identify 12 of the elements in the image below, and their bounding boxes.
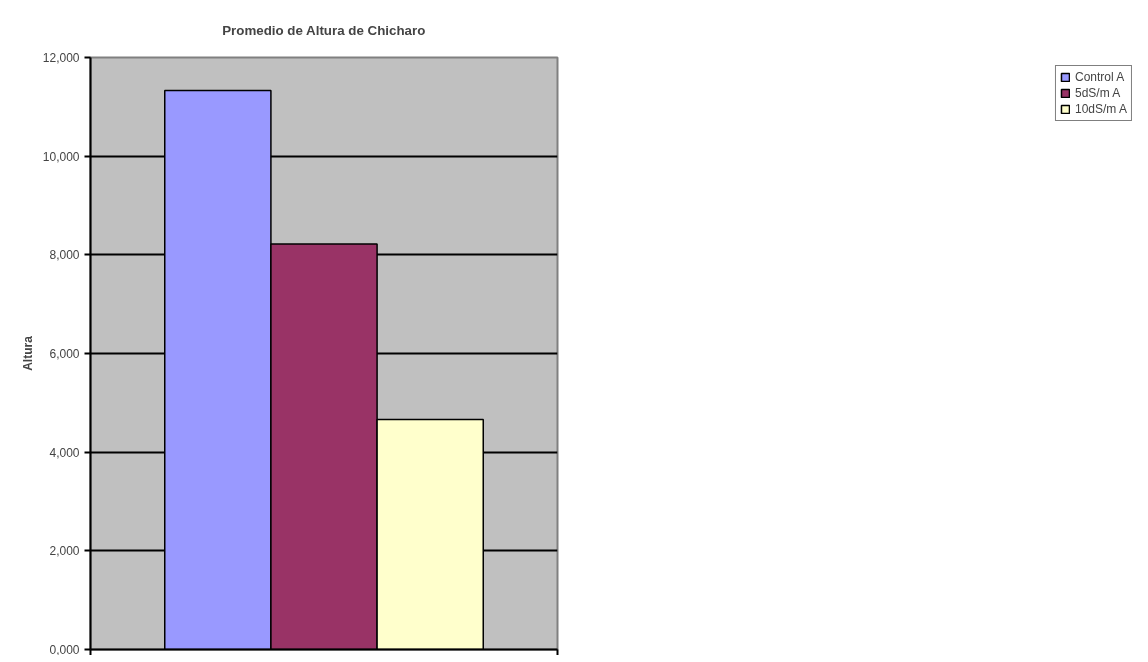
y-tick-label: 0,000 [49, 643, 80, 657]
y-tick-label: 4,000 [49, 445, 80, 460]
y-tick-label: 6,000 [49, 347, 80, 361]
legend-label: 5dS/m A [1074, 86, 1121, 100]
legend-label: 10dS/m A [1074, 102, 1127, 116]
legend-label: Control A [1074, 70, 1125, 84]
chart-title: Promedio de Altura de Chicharo [222, 22, 426, 38]
y-tick-label: 2,000 [49, 544, 80, 559]
y-tick-label: 12,000 [42, 51, 80, 65]
y-axis-title: Altura [20, 335, 35, 371]
y-tick-label: 10,000 [42, 149, 80, 164]
y-tick-label: 8,000 [49, 248, 80, 263]
